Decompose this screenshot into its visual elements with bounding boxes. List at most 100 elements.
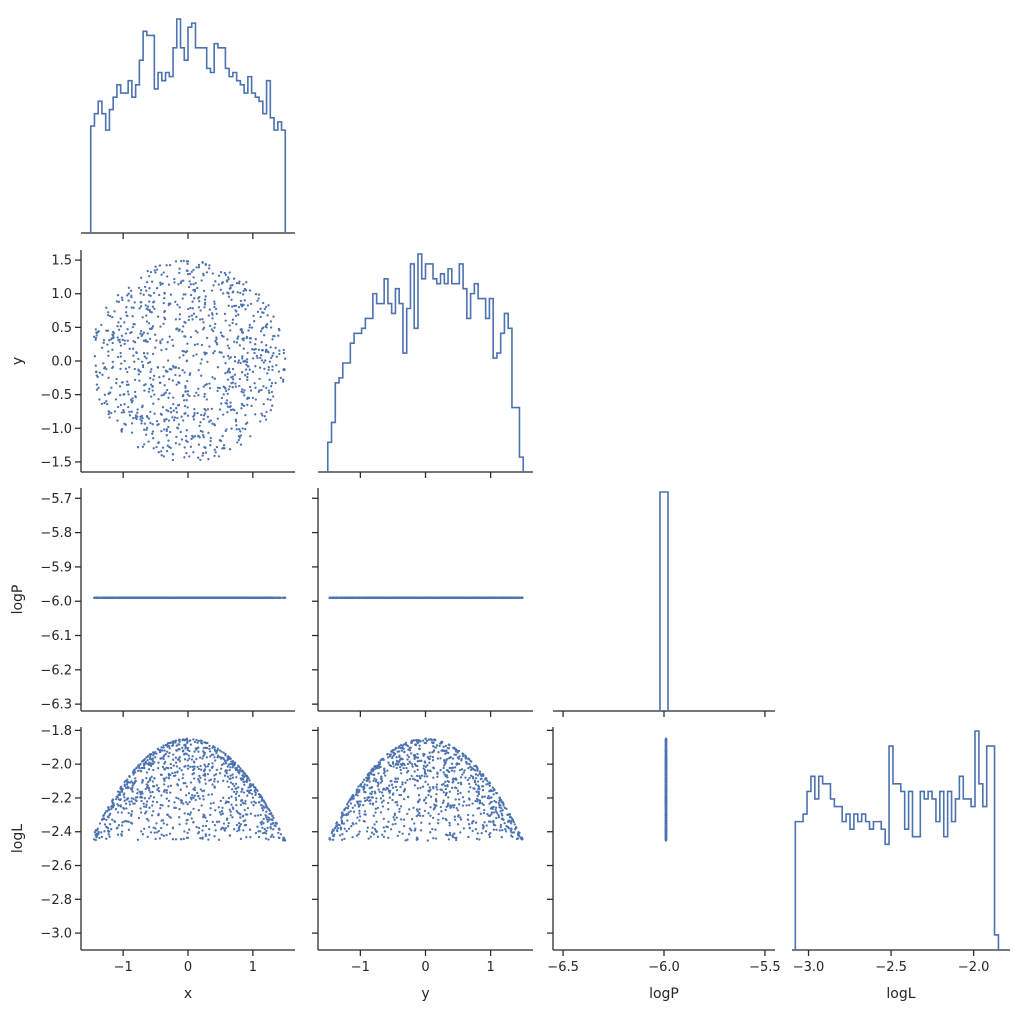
scatter-point — [254, 814, 257, 817]
scatter-point — [182, 399, 186, 402]
scatter-point — [213, 596, 216, 599]
scatter-point — [194, 329, 197, 333]
scatter-point — [119, 317, 122, 320]
scatter-point — [111, 348, 114, 351]
scatter-point — [145, 428, 148, 432]
scatter-point — [183, 446, 186, 449]
scatter-point — [349, 810, 352, 813]
scatter-point — [242, 791, 246, 794]
scatter-point — [162, 393, 165, 397]
scatter-point — [123, 359, 126, 363]
scatter-point — [187, 792, 191, 795]
scatter-point — [160, 833, 163, 836]
scatter-point — [395, 788, 399, 792]
scatter-point — [198, 774, 201, 778]
scatter-point — [157, 423, 160, 426]
scatter-point — [127, 393, 130, 396]
scatter-point — [415, 838, 418, 841]
scatter-point — [419, 829, 423, 832]
scatter-point — [151, 790, 154, 794]
scatter-point — [490, 811, 494, 814]
scatter-point — [213, 756, 216, 759]
scatter-point — [163, 384, 166, 387]
scatter-point — [197, 750, 200, 753]
scatter-point — [115, 377, 118, 381]
scatter-point — [483, 821, 486, 824]
scatter-point — [472, 787, 475, 790]
scatter-point — [485, 596, 488, 599]
scatter-point — [181, 330, 184, 333]
scatter-point — [165, 418, 168, 421]
scatter-point — [160, 773, 163, 777]
scatter-point — [477, 596, 480, 599]
scatter-point — [272, 315, 275, 318]
scatter-point — [148, 274, 151, 278]
scatter-point — [151, 352, 155, 356]
scatter-point — [494, 806, 498, 809]
scatter-point — [380, 596, 384, 599]
scatter-point — [145, 357, 148, 360]
scatter-point — [517, 596, 520, 599]
scatter-point — [406, 795, 410, 798]
scatter-point — [204, 409, 207, 412]
scatter-point — [132, 306, 135, 309]
scatter-point — [341, 811, 344, 814]
scatter-point — [260, 327, 264, 330]
scatter-point — [267, 368, 270, 371]
scatter-point — [403, 763, 406, 767]
scatter-point — [130, 800, 133, 803]
scatter-point — [167, 805, 170, 808]
scatter-point — [231, 375, 234, 378]
panel-2-1 — [312, 488, 533, 717]
scatter-point — [108, 416, 111, 419]
scatter-point — [180, 438, 184, 441]
scatter-point — [202, 385, 205, 388]
scatter-point — [258, 794, 262, 797]
scatter-point — [238, 828, 241, 832]
scatter-point — [490, 800, 493, 804]
scatter-2-0 — [92, 596, 287, 599]
scatter-point — [362, 804, 365, 807]
y-tick-label: −0.5 — [40, 388, 72, 403]
scatter-point — [198, 756, 202, 759]
scatter-point — [238, 825, 241, 828]
scatter-point — [165, 744, 168, 747]
scatter-point — [168, 445, 171, 449]
scatter-point — [123, 796, 126, 799]
scatter-point — [371, 802, 375, 805]
scatter-point — [423, 741, 426, 745]
scatter-point — [444, 780, 447, 784]
scatter-point — [205, 271, 209, 274]
scatter-point — [239, 328, 242, 331]
scatter-point — [149, 753, 152, 757]
scatter-point — [201, 836, 204, 839]
scatter-point — [267, 389, 270, 392]
scatter-point — [209, 807, 212, 810]
scatter-point — [141, 416, 144, 420]
scatter-point — [442, 799, 445, 802]
scatter-point — [406, 762, 410, 766]
scatter-point — [380, 791, 384, 794]
scatter-point — [232, 596, 236, 599]
scatter-point — [147, 787, 151, 790]
scatter-point — [100, 402, 104, 406]
scatter-point — [193, 596, 196, 599]
scatter-point — [95, 388, 99, 391]
scatter-point — [386, 769, 389, 772]
scatter-point — [407, 833, 411, 836]
scatter-point — [242, 347, 245, 350]
scatter-point — [144, 787, 147, 791]
scatter-point — [241, 357, 244, 360]
scatter-point — [161, 804, 164, 807]
scatter-point — [265, 344, 268, 347]
scatter-point — [148, 287, 151, 290]
scatter-point — [242, 293, 245, 296]
scatter-point — [482, 811, 486, 815]
scatter-point — [171, 338, 174, 342]
scatter-point — [208, 750, 212, 753]
scatter-point — [513, 823, 516, 826]
scatter-point — [144, 761, 147, 764]
scatter-point — [178, 271, 181, 275]
scatter-point — [504, 830, 508, 833]
scatter-point — [426, 783, 430, 786]
